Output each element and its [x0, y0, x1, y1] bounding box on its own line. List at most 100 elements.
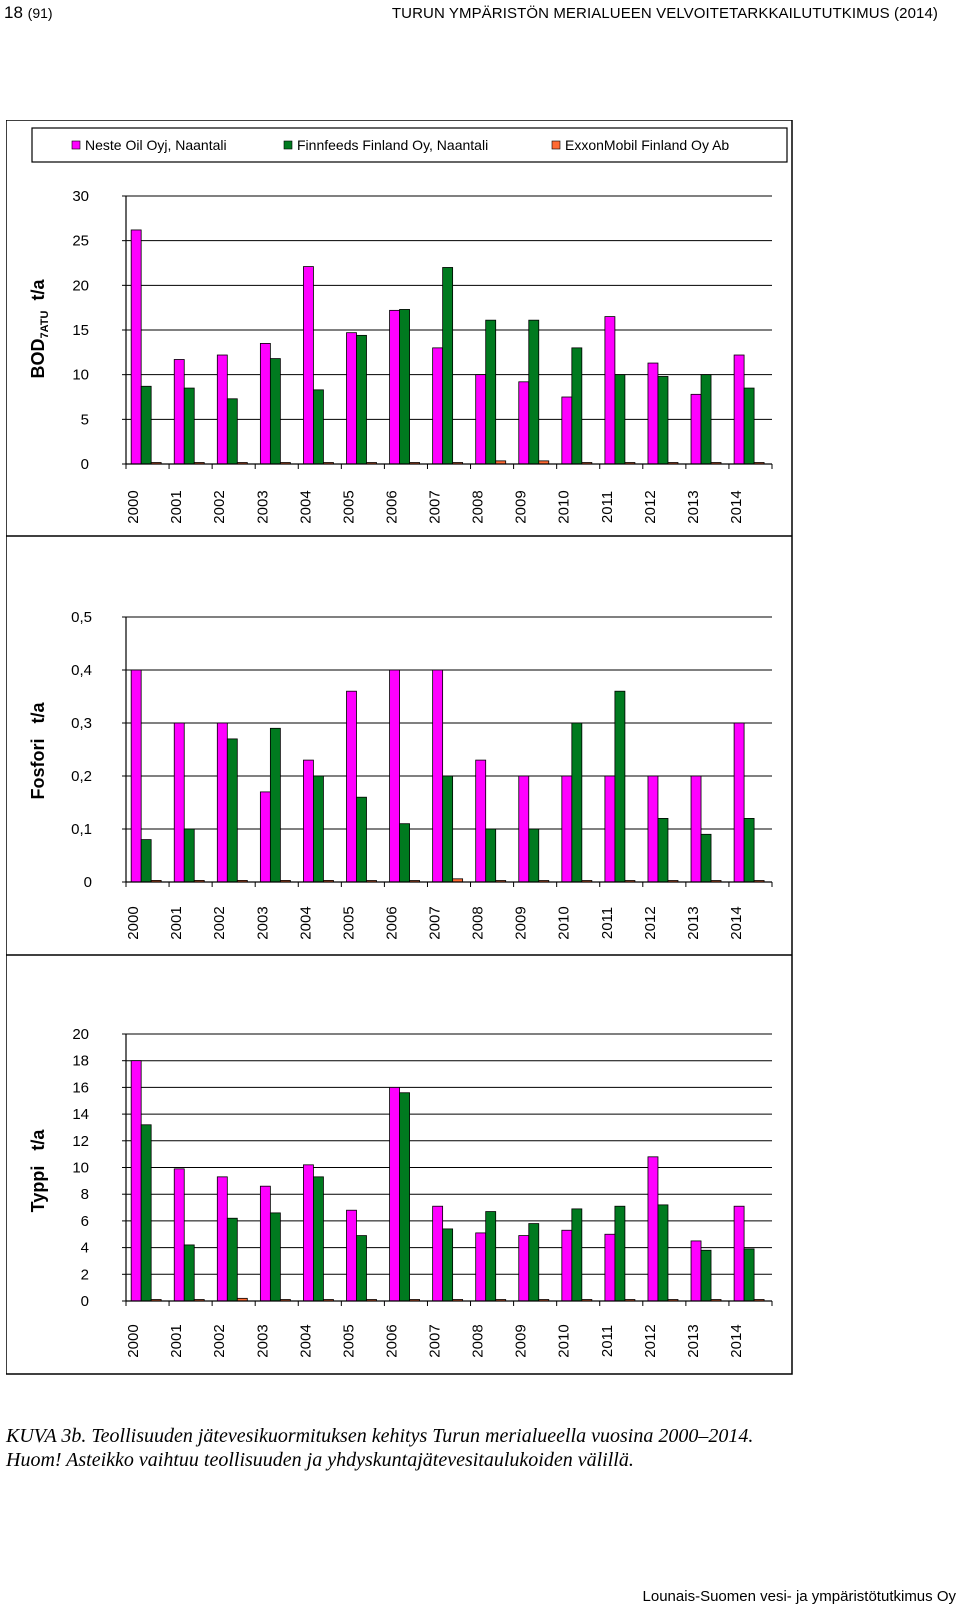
y-tick-label: 10 — [72, 367, 89, 384]
y-tick-label: 0,4 — [71, 662, 92, 679]
y-axis-unit: t/a — [28, 702, 48, 724]
bar-finnfeeds-2011 — [614, 690, 626, 883]
bar-finnfeeds-2008 — [485, 319, 497, 465]
x-tick-label-2014: 2014 — [728, 906, 745, 939]
bar-finnfeeds-2009 — [528, 1223, 540, 1302]
x-tick-label-2004: 2004 — [297, 1324, 314, 1357]
report-title: TURUN YMPÄRISTÖN MERIALUEEN VELVOITETARK… — [391, 5, 938, 22]
y-axis-title-sub: 7ATU — [39, 311, 51, 339]
x-tick-label-2011: 2011 — [599, 491, 616, 523]
bar-finnfeeds-2009 — [528, 319, 540, 465]
bar-neste-2013 — [690, 393, 702, 465]
bar-finnfeeds-2001 — [183, 387, 195, 465]
bar-neste-2007 — [432, 347, 444, 465]
bar-neste-2008 — [475, 1232, 487, 1302]
x-tick-label-2000: 2000 — [125, 906, 142, 939]
x-tick-label-2014: 2014 — [728, 1324, 745, 1357]
y-axis-unit: t/a — [28, 1129, 48, 1151]
bar-finnfeeds-2001 — [183, 1244, 195, 1302]
y-tick-label: 12 — [72, 1133, 89, 1150]
y-axis-unit: t/a — [28, 279, 48, 301]
bar-neste-2010 — [561, 775, 573, 883]
x-tick-label-2006: 2006 — [383, 490, 400, 523]
x-tick-label-2009: 2009 — [513, 1324, 530, 1357]
bar-neste-2004 — [303, 266, 314, 465]
bar-finnfeeds-2004 — [313, 1176, 324, 1302]
bar-finnfeeds-2008 — [485, 1211, 497, 1302]
y-tick-label: 0,1 — [71, 821, 92, 838]
bar-neste-2013 — [690, 775, 702, 883]
bar-finnfeeds-2003 — [269, 358, 281, 465]
x-tick-label-2001: 2001 — [168, 906, 185, 939]
x-tick-label-2011: 2011 — [599, 907, 616, 939]
y-tick-label: 0,3 — [71, 715, 92, 732]
bar-finnfeeds-2007 — [442, 775, 454, 883]
bar-finnfeeds-2006 — [399, 823, 410, 883]
legend-swatch-exxon — [551, 140, 561, 150]
x-tick-label-2009: 2009 — [513, 906, 530, 939]
legend: Neste Oil Oyj, Naantali Finnfeeds Finlan… — [31, 127, 788, 163]
x-tick-label-2008: 2008 — [470, 906, 487, 939]
caption-line-1: KUVA 3b. Teollisuuden jätevesikuormituks… — [6, 1425, 754, 1447]
bar-neste-2000 — [130, 669, 142, 883]
x-tick-label-2008: 2008 — [470, 490, 487, 523]
bar-finnfeeds-2014 — [743, 818, 755, 883]
x-tick-label-2006: 2006 — [383, 1324, 400, 1357]
bar-neste-2005 — [346, 690, 357, 883]
x-tick-label-2000: 2000 — [125, 490, 142, 523]
bar-neste-2009 — [518, 381, 530, 465]
y-tick-label: 6 — [81, 1213, 89, 1230]
x-tick-label-2002: 2002 — [211, 906, 228, 939]
x-tick-label-2005: 2005 — [340, 490, 357, 523]
y-tick-label: 18 — [72, 1053, 89, 1070]
y-tick-label: 20 — [72, 1026, 89, 1043]
page-number-value: 18 — [4, 3, 23, 22]
chart-fosfori: 0 0,1 0,2 0,3 0,4 0,5 2000 2001 2002 2003 2004 2005… — [28, 609, 773, 940]
figure-charts: Neste Oil Oyj, Naantali Finnfeeds Finlan… — [6, 120, 793, 1375]
x-tick-label-2003: 2003 — [254, 1324, 271, 1357]
bar-finnfeeds-2002 — [226, 398, 238, 465]
x-tick-label-2007: 2007 — [427, 490, 444, 523]
legend-item-neste: Neste Oil Oyj, Naantali — [71, 137, 227, 153]
y-axis-title: Fosfori t/a — [28, 702, 48, 800]
bar-neste-2003 — [259, 791, 271, 883]
legend-label-neste: Neste Oil Oyj, Naantali — [85, 137, 227, 153]
bar-neste-2010 — [561, 1229, 573, 1302]
x-tick-label-2005: 2005 — [340, 1324, 357, 1357]
y-tick-label: 25 — [72, 233, 89, 250]
bar-finnfeeds-2007 — [442, 267, 454, 465]
x-tick-label-2013: 2013 — [685, 1324, 702, 1357]
y-axis-title: Typpi t/a — [28, 1129, 48, 1213]
figure-caption: KUVA 3b. Teollisuuden jätevesikuormituks… — [6, 1424, 956, 1472]
bar-neste-2000 — [130, 229, 142, 465]
legend-label-exxon: ExxonMobil Finland Oy Ab — [565, 137, 729, 153]
page-header: 18 (91) TURUN YMPÄRISTÖN MERIALUEEN VELV… — [0, 0, 960, 30]
y-axis-title-main: Typpi — [28, 1166, 48, 1213]
chart-bod: 0 5 10 15 20 25 30 2000 2001 2002 2003 2004 2005 2006… — [28, 188, 773, 524]
x-tick-label-2006: 2006 — [383, 906, 400, 939]
x-tick-label-2012: 2012 — [642, 490, 659, 523]
bar-finnfeeds-2002 — [226, 738, 238, 883]
x-tick-label-2001: 2001 — [168, 490, 185, 523]
bar-finnfeeds-2003 — [269, 727, 281, 883]
bar-neste-2011 — [604, 1233, 616, 1302]
legend-swatch-finnfeeds — [283, 140, 293, 150]
legend-item-finnfeeds: Finnfeeds Finland Oy, Naantali — [283, 137, 488, 153]
y-tick-label: 16 — [72, 1079, 89, 1096]
bar-neste-2009 — [518, 775, 530, 883]
bar-finnfeeds-2012 — [657, 818, 669, 883]
y-tick-label: 0 — [81, 1293, 89, 1310]
bar-finnfeeds-2012 — [657, 376, 669, 465]
bar-finnfeeds-2011 — [614, 1205, 626, 1302]
x-tick-label-2012: 2012 — [642, 906, 659, 939]
x-tick-label-2000: 2000 — [125, 1324, 142, 1357]
y-tick-label: 14 — [72, 1106, 89, 1123]
x-tick-label-2007: 2007 — [427, 1324, 444, 1357]
x-tick-label-2011: 2011 — [599, 1325, 616, 1357]
bar-finnfeeds-2000 — [140, 839, 152, 883]
x-tick-label-2014: 2014 — [728, 490, 745, 523]
bar-finnfeeds-2005 — [356, 334, 367, 465]
bar-neste-2003 — [259, 1185, 271, 1302]
bar-neste-2001 — [173, 1168, 185, 1302]
x-tick-label-2013: 2013 — [685, 490, 702, 523]
